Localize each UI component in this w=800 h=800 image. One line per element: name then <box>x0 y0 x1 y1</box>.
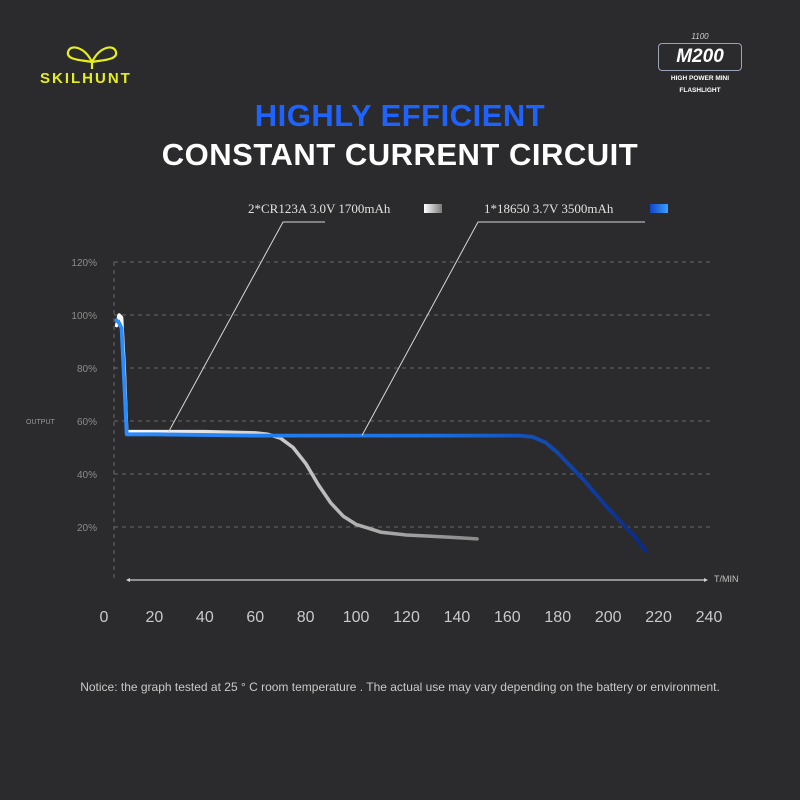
legend-swatch-2 <box>650 204 668 213</box>
y-tick-label: 120% <box>71 258 97 269</box>
x-tick-label: 40 <box>196 609 214 626</box>
x-tick-label: 20 <box>146 609 164 626</box>
x-tick-label: 160 <box>494 609 521 626</box>
headline-line-1: HIGHLY EFFICIENT <box>254 98 546 133</box>
x-tick-label: 0 <box>100 609 109 626</box>
brand-name: SKILHUNT <box>40 70 132 87</box>
y-tick-label: 100% <box>71 311 97 322</box>
x-axis-arrow-right-icon <box>704 578 708 582</box>
y-tick-label: 40% <box>77 470 97 481</box>
y-tick-label: 20% <box>77 523 97 534</box>
notice-text: Notice: the graph tested at 25 ° C room … <box>80 680 720 694</box>
x-tick-label: 80 <box>297 609 315 626</box>
legend-leader-line-1 <box>167 221 325 434</box>
y-tick-label: 80% <box>77 364 97 375</box>
legend-label-1: 2*CR123A 3.0V 1700mAh <box>248 201 391 216</box>
y-tick-label: 60% <box>77 417 97 428</box>
series-line-2 <box>114 318 648 553</box>
firefly-logo-icon <box>66 46 118 69</box>
x-tick-label: 100 <box>343 609 370 626</box>
model-name: M200 <box>658 43 742 71</box>
y-axis-label: OUTPUT <box>26 419 56 426</box>
x-tick-label: 140 <box>444 609 471 626</box>
lumen-label: 1100 <box>691 32 709 41</box>
brand-logo: SKILHUNT <box>36 42 156 92</box>
x-axis-arrow-left-icon <box>126 578 130 582</box>
legend-label-2: 1*18650 3.7V 3500mAh <box>484 201 614 216</box>
x-tick-label: 200 <box>595 609 622 626</box>
legend-leader-line-2 <box>361 221 645 436</box>
model-badge: 1100 M200 HIGH POWER MINI FLASHLIGHT <box>650 32 750 95</box>
x-tick-label: 220 <box>645 609 672 626</box>
x-tick-label: 60 <box>246 609 264 626</box>
x-tick-label: 180 <box>544 609 571 626</box>
model-subtitle-2: FLASHLIGHT <box>679 87 721 94</box>
legend-swatch-1 <box>424 204 442 213</box>
x-tick-label: 240 <box>696 609 723 626</box>
x-tick-label: 120 <box>393 609 420 626</box>
model-subtitle-1: HIGH POWER MINI <box>670 75 730 82</box>
x-axis-label: T/MIN <box>714 574 739 584</box>
headline-line-2: CONSTANT CURRENT CIRCUIT <box>161 137 639 172</box>
